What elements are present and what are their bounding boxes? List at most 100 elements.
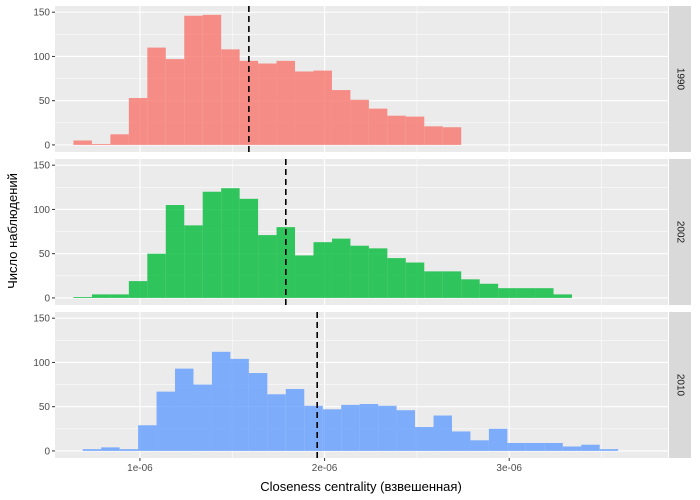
histogram-bar [313, 242, 332, 298]
histogram-bar [193, 384, 212, 451]
y-tick-label: 150 [33, 314, 50, 325]
histogram-bar [202, 14, 222, 145]
histogram-bar [285, 388, 305, 451]
histogram-bar [350, 99, 369, 145]
histogram-bar [415, 427, 434, 451]
histogram-bar [599, 449, 619, 451]
y-tick-label: 50 [39, 402, 51, 413]
histogram-bar [147, 253, 166, 298]
histogram-bar [73, 140, 92, 145]
histogram-bar [544, 442, 563, 451]
histogram-bar [230, 358, 249, 451]
histogram-bar [470, 440, 489, 451]
histogram-bar [147, 47, 166, 145]
histogram-bar [424, 126, 443, 145]
y-tick-label: 50 [39, 96, 51, 107]
panel-2002: 0 50 100 150 2002 [33, 159, 691, 305]
histogram-bar [378, 405, 397, 451]
histogram-bar [276, 60, 296, 145]
histogram-bar [184, 225, 203, 298]
y-tick-label: 50 [39, 249, 51, 260]
histogram-bar [405, 116, 425, 145]
facet-strip [669, 312, 691, 458]
histogram-bar [516, 288, 536, 298]
histogram-bar [387, 115, 406, 145]
histogram-bar [433, 415, 452, 451]
histogram-bar [461, 279, 480, 298]
histogram-bar [221, 188, 240, 298]
histogram-bar [322, 409, 342, 451]
histogram-bar [507, 442, 526, 451]
histogram-bar [331, 90, 351, 145]
facet-label: 1990 [675, 68, 686, 91]
histogram-bar [91, 144, 111, 145]
histogram-bar [239, 60, 259, 145]
histogram-bar [73, 297, 92, 298]
panel-2010: 0 50 100 150 2010 [33, 312, 691, 458]
histogram-bar [368, 108, 388, 145]
histogram-bar [581, 444, 600, 451]
facet-strip [669, 159, 691, 305]
y-tick-label: 0 [44, 140, 50, 151]
x-tick-label: 1e-06 [127, 463, 153, 474]
histogram-bar [258, 63, 277, 145]
histogram-bar [304, 405, 323, 451]
histogram-bar [128, 98, 148, 145]
histogram-bar [101, 447, 120, 451]
histogram-bar [267, 394, 286, 451]
y-tick-label: 150 [33, 8, 50, 19]
histogram-bar [535, 288, 554, 298]
histogram-bar [258, 235, 277, 298]
histogram-bar [341, 404, 360, 451]
x-tick-label: 2e-06 [312, 463, 338, 474]
histogram-bar [165, 59, 185, 145]
histogram-bar [525, 442, 545, 451]
histogram-bar [359, 404, 379, 451]
histogram-bar [387, 258, 406, 298]
histogram-bar [488, 428, 508, 451]
y-tick-label: 100 [33, 358, 50, 369]
histogram-bar [295, 255, 314, 298]
histogram-bar [138, 425, 157, 451]
histogram-bar [110, 134, 129, 145]
histogram-bar [165, 205, 185, 298]
histogram-bar [451, 431, 471, 451]
histogram-bar [202, 191, 222, 298]
histogram-bar [350, 245, 369, 298]
facet-strip [669, 6, 691, 152]
histogram-bar [248, 373, 268, 451]
histogram-bar [239, 198, 259, 298]
histogram-bar [405, 262, 425, 298]
histogram-bar [221, 49, 240, 145]
histogram-bar [175, 368, 194, 451]
y-tick-label: 100 [33, 205, 50, 216]
histogram-bar [128, 281, 148, 298]
histogram-bar [313, 70, 332, 145]
histogram-bar [91, 294, 111, 298]
histogram-bar [119, 449, 139, 451]
histogram-bar [82, 449, 102, 451]
histogram-bar [442, 271, 462, 298]
histogram-bar [562, 446, 582, 451]
facet-label: 2010 [675, 374, 686, 397]
histogram-bar [331, 238, 351, 298]
histogram-bar [110, 294, 129, 298]
histogram-bar [184, 15, 203, 145]
y-tick-label: 150 [33, 161, 50, 172]
histogram-bar [156, 391, 176, 451]
y-tick-label: 0 [44, 446, 50, 457]
histogram-bar [442, 127, 462, 145]
histogram-bar [553, 294, 572, 298]
facet-label: 2002 [675, 221, 686, 244]
x-axis-title: Closeness centrality (взвешенная) [260, 479, 462, 494]
y-tick-label: 0 [44, 293, 50, 304]
y-axis-title: Число наблюдений [5, 173, 20, 289]
histogram-bar [424, 271, 443, 298]
histogram-bar [498, 288, 517, 298]
histogram-bar [396, 410, 416, 451]
panel-1990: 0 50 100 150 1990 [33, 6, 691, 152]
y-tick-label: 100 [33, 52, 50, 63]
x-tick-label: 3e-06 [496, 463, 522, 474]
histogram-bar [211, 351, 231, 451]
